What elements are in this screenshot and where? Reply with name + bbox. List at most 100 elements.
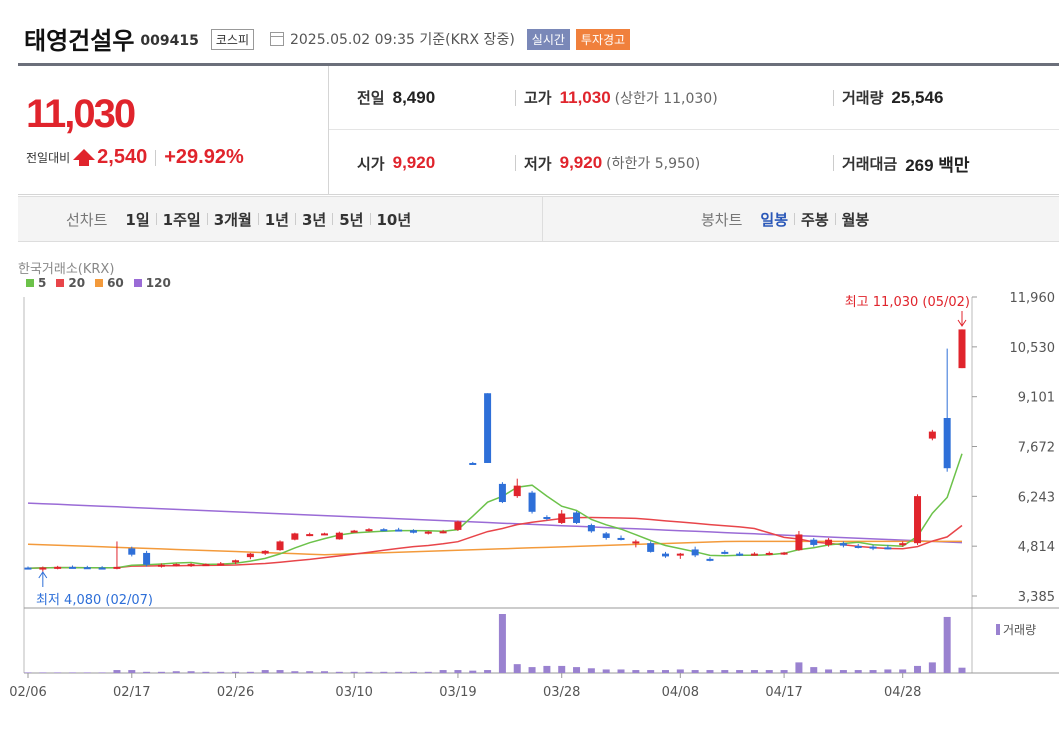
volume-bar (854, 670, 862, 673)
legend-ma5: 5 (26, 276, 46, 290)
tab-1d[interactable]: 1일 (125, 210, 150, 229)
candle (380, 529, 388, 532)
tab-1y[interactable]: 1년 (264, 210, 289, 229)
volume-bar (617, 669, 625, 673)
divider (794, 213, 796, 225)
volume-bar (454, 670, 462, 673)
candle (454, 521, 462, 530)
volume-legend-label: 거래량 (1003, 623, 1036, 637)
candle (172, 564, 180, 567)
candle (246, 553, 254, 558)
volume-label: 거래량 (842, 89, 884, 107)
volume-bar (928, 662, 936, 673)
candle (68, 566, 76, 569)
y-tick-label: 10,530 (1010, 341, 1056, 356)
volume-bar (647, 670, 655, 673)
volume-bar (691, 670, 699, 673)
volume-bar (202, 671, 210, 673)
volume-bar (24, 672, 32, 673)
candle (484, 393, 492, 463)
tab-5y[interactable]: 5년 (339, 210, 364, 229)
candle (884, 547, 892, 550)
candle (498, 483, 506, 503)
volume-bar (335, 671, 343, 673)
volume-bar (839, 670, 847, 673)
volume-bar (825, 669, 833, 673)
current-price: 11,030 (26, 92, 136, 136)
max-arrow-head (957, 319, 967, 327)
ma60-line (27, 540, 962, 556)
y-tick-label: 9,101 (1018, 391, 1055, 406)
x-tick-label: 04/28 (884, 685, 921, 700)
open-label: 시가 (357, 154, 385, 173)
y-tick-label: 3,385 (1018, 590, 1055, 605)
legend-ma20: 20 (56, 276, 85, 290)
stock-code: 009415 (140, 33, 199, 49)
open-cell: 시가 9,920 (357, 153, 435, 174)
volume-bar (632, 670, 640, 673)
volume-bar (306, 671, 314, 673)
candle (113, 566, 121, 569)
tab-3m[interactable]: 3개월 (213, 210, 252, 229)
volume-bar (676, 669, 684, 673)
volume-bar (943, 616, 951, 673)
divider (515, 155, 516, 171)
divider (833, 155, 834, 171)
volume-bar (884, 669, 892, 673)
divider (332, 213, 334, 225)
legend-swatch (133, 279, 142, 287)
divider (515, 89, 516, 106)
tab-monthly[interactable]: 월봉 (841, 210, 870, 229)
tab-1w[interactable]: 1주일 (162, 210, 201, 229)
candle (528, 492, 536, 512)
amount-cell: 거래대금 269 백만 (833, 151, 970, 176)
candle (839, 543, 847, 546)
high-label: 고가 (524, 89, 552, 107)
tab-3y[interactable]: 3년 (302, 210, 327, 229)
candle (143, 552, 151, 565)
volume-bar (54, 672, 62, 673)
candle (157, 564, 165, 567)
candle-chart-tabs: 봉차트 일봉 주봉 월봉 (701, 197, 875, 241)
ma-legend: 5 20 60 120 (26, 276, 181, 290)
volume-bar (83, 672, 91, 673)
tab-weekly[interactable]: 주봉 (801, 210, 829, 229)
candle (943, 417, 951, 469)
volume-bar (68, 672, 76, 673)
volume-bar (261, 670, 269, 673)
divider (155, 213, 157, 225)
candle (128, 548, 136, 555)
realtime-badge[interactable]: 실시간 (526, 28, 570, 50)
x-tick-label: 03/28 (543, 685, 580, 700)
up-arrow-icon (73, 149, 96, 166)
volume-bar (128, 670, 136, 673)
candle (632, 541, 640, 544)
candle (276, 541, 284, 551)
x-tick-label: 02/17 (113, 685, 150, 700)
legend-swatch (56, 279, 65, 287)
volume-bar (958, 667, 966, 673)
tab-daily[interactable]: 일봉 (760, 210, 789, 229)
candle (869, 546, 877, 549)
chart-source: 한국거래소(KRX) (18, 262, 115, 277)
candle-chart-label: 봉차트 (701, 210, 743, 229)
y-tick-label: 11,960 (1010, 291, 1056, 306)
candle (217, 563, 225, 566)
candle (587, 525, 595, 532)
volume-bar (350, 671, 358, 673)
volume-bar (157, 671, 165, 673)
market-badge: 코스피 (210, 28, 254, 50)
min-annotation: 최저 4,080 (02/07) (36, 593, 153, 608)
y-tick-label: 6,243 (1018, 490, 1055, 505)
candle (83, 567, 91, 570)
candle (513, 485, 521, 497)
divider (206, 213, 208, 225)
candle (350, 530, 358, 533)
candle (765, 552, 773, 555)
candle (899, 543, 907, 546)
candle (854, 545, 862, 548)
volume-bar (232, 671, 240, 673)
x-tick-label: 02/06 (9, 685, 46, 700)
tab-10y[interactable]: 10년 (376, 210, 412, 229)
